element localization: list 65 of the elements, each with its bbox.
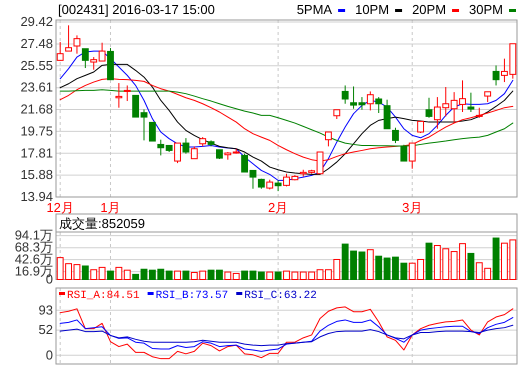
bar	[274, 272, 282, 280]
candlestick	[115, 82, 122, 108]
legend-label: 10PM	[355, 2, 390, 17]
candlestick	[190, 146, 198, 160]
y-tick-label: 27.48	[20, 36, 53, 51]
candlestick	[174, 142, 181, 164]
y-tick-label: 52	[38, 322, 53, 338]
bar	[366, 249, 374, 280]
legend-label: 20PM	[412, 2, 446, 17]
y-tick-label: 19.75	[20, 123, 53, 138]
candlestick	[417, 120, 424, 134]
x-tick-label: 3月	[402, 200, 422, 215]
candlestick	[258, 178, 265, 190]
bar	[266, 272, 274, 280]
bar	[492, 238, 500, 280]
y-tick-label: 21.68	[20, 102, 53, 117]
x-tick-label: 1月	[100, 200, 121, 215]
bar	[467, 252, 474, 280]
x-tick-label: 2月	[268, 200, 288, 215]
y-tick-label: 15.88	[20, 167, 53, 182]
y-tick-label: 29.42	[20, 14, 53, 30]
y-tick-label: 94.1万	[14, 228, 53, 243]
candlestick	[342, 84, 349, 104]
candlestick	[384, 99, 391, 130]
candlestick	[392, 127, 399, 144]
legend-label: 30PM	[469, 2, 503, 17]
chart-title: 成交量:852059	[59, 216, 145, 231]
chart-title: [002431] 2016-03-17 15:00	[58, 2, 215, 17]
candlestick	[274, 180, 282, 192]
candlestick	[199, 136, 206, 147]
candlestick	[467, 92, 474, 113]
candlestick	[56, 42, 64, 62]
line-series	[60, 324, 514, 346]
candlestick	[74, 34, 80, 54]
line-series	[60, 317, 514, 352]
candlestick	[148, 122, 156, 142]
bar	[182, 270, 190, 280]
candlestick	[124, 84, 131, 102]
y-tick-label: 0	[46, 347, 53, 362]
y-tick-label: 25.55	[20, 58, 53, 73]
candlestick	[366, 90, 374, 111]
bar	[82, 265, 89, 280]
bar	[426, 242, 432, 280]
candlestick	[182, 138, 190, 154]
candlestick	[216, 149, 223, 160]
legend-label: RSI_A:84.51	[67, 290, 140, 302]
candlestick	[476, 107, 483, 118]
y-tick-label: 93	[38, 302, 53, 318]
candlestick	[333, 109, 340, 120]
bar	[174, 270, 181, 280]
legend-label: 5PMA	[296, 2, 332, 17]
candlestick	[492, 64, 500, 86]
candlestick	[65, 24, 72, 52]
candlestick	[426, 97, 432, 118]
candlestick	[266, 179, 274, 190]
line-series	[60, 306, 514, 360]
y-tick-label: 23.61	[20, 80, 53, 95]
candlestick	[375, 96, 382, 114]
legend-label: RSI_C:63.22	[244, 290, 317, 302]
candlestick	[324, 132, 332, 147]
y-tick-label: 17.81	[20, 145, 53, 160]
candlestick	[82, 48, 89, 69]
candlestick	[484, 91, 492, 103]
legend-label: RSI_B:73.57	[156, 290, 228, 302]
bar	[107, 270, 114, 280]
